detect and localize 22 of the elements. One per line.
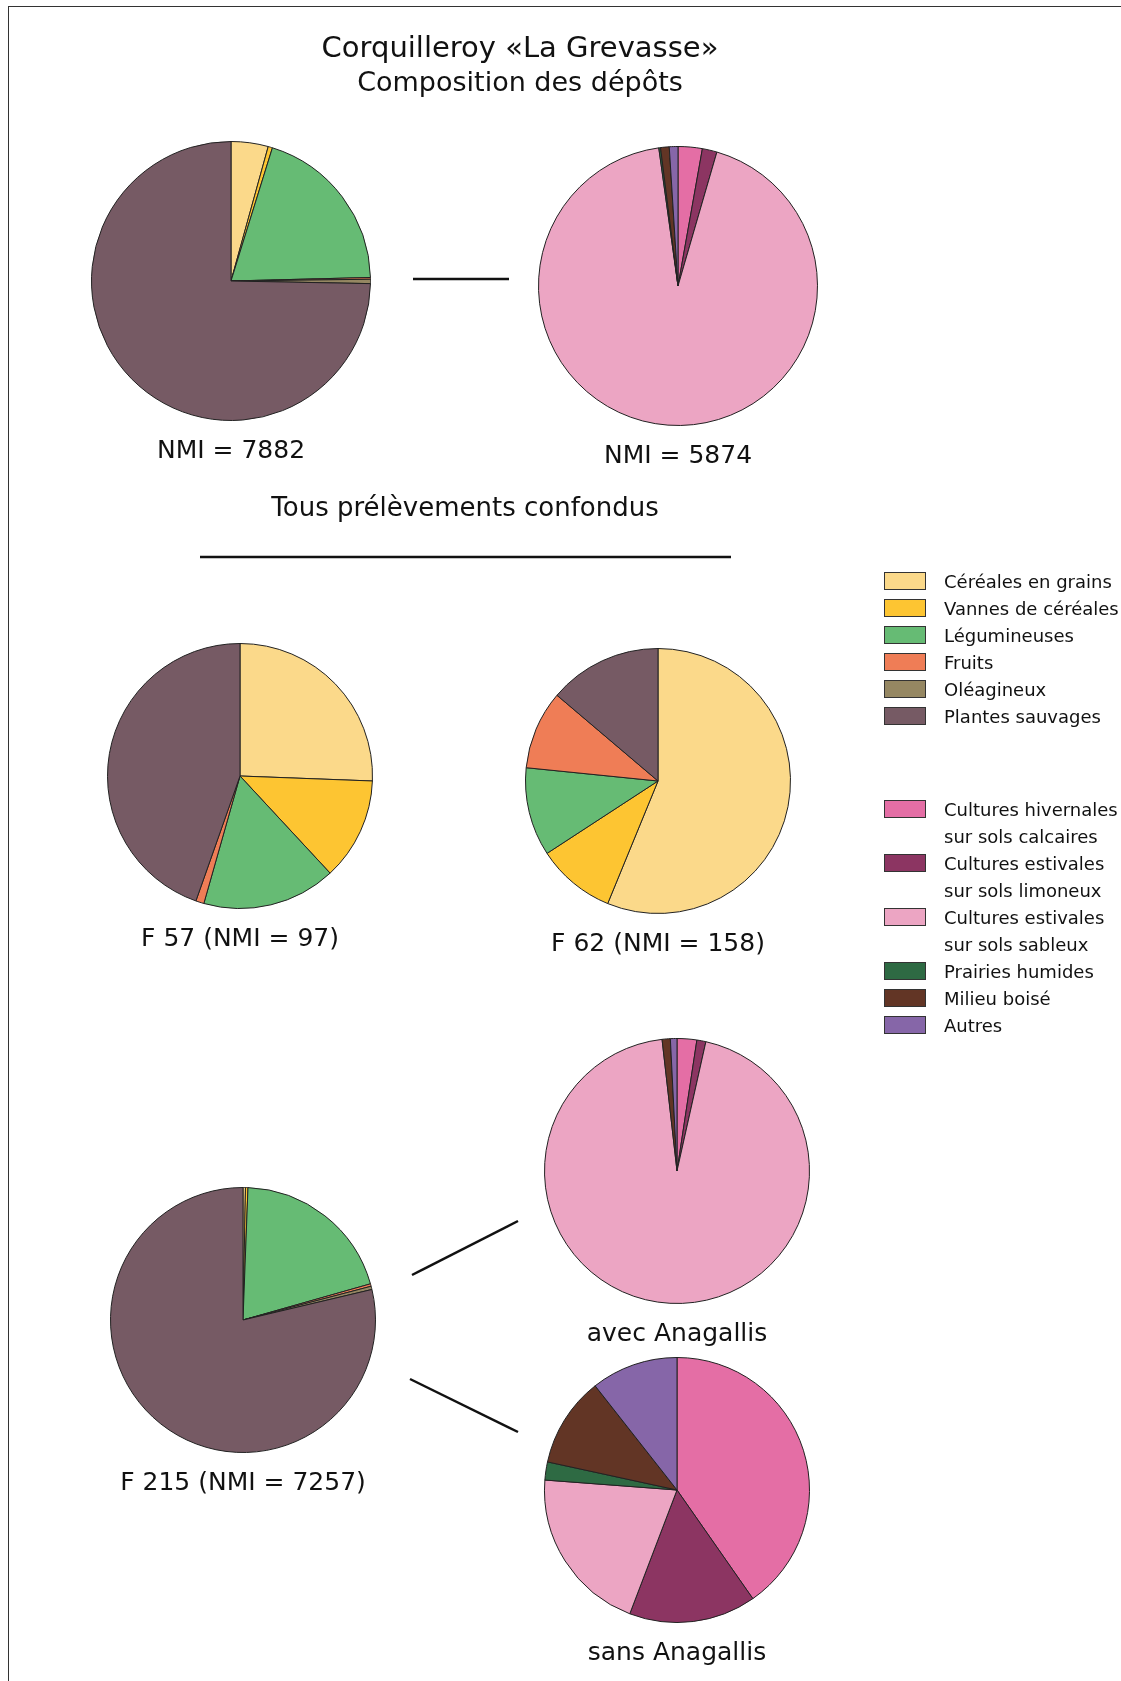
chart-subtitle: Composition des dépôts [357, 66, 683, 97]
legend-label: Légumineuses [944, 624, 1075, 648]
text: F 62 (NMI = 158) [551, 928, 765, 957]
text: Tous prélèvements confondus [271, 492, 659, 522]
legend-label: Autres [944, 1014, 1004, 1038]
chart-title: Corquilleroy «La Grevasse» [321, 30, 719, 64]
text: NMI = 5874 [603, 440, 753, 469]
text: F 57 (NMI = 97) [141, 923, 339, 952]
text: avec Anagallis [586, 1318, 768, 1347]
legend-label: Milieu boisé [944, 987, 1052, 1011]
legend-label: Plantes sauvages [944, 705, 1102, 729]
text: F 215 (NMI = 7257) [120, 1467, 366, 1496]
legend-label: Cultures hivernales sur sols calcaires [944, 798, 1119, 849]
legend-label: Fruits [944, 651, 995, 675]
legend-label: Céréales en grains [944, 570, 1113, 594]
text: NMI = 7882 [156, 435, 306, 464]
legend-label: Vannes de céréales [944, 597, 1120, 621]
text: sans Anagallis [587, 1637, 767, 1666]
legend-label: Cultures estivales sur sols sableux [944, 906, 1106, 957]
legend-label: Cultures estivales sur sols limoneux [944, 852, 1106, 903]
legend-label: Oléagineux [944, 678, 1048, 702]
legend-label: Prairies humides [944, 960, 1095, 984]
